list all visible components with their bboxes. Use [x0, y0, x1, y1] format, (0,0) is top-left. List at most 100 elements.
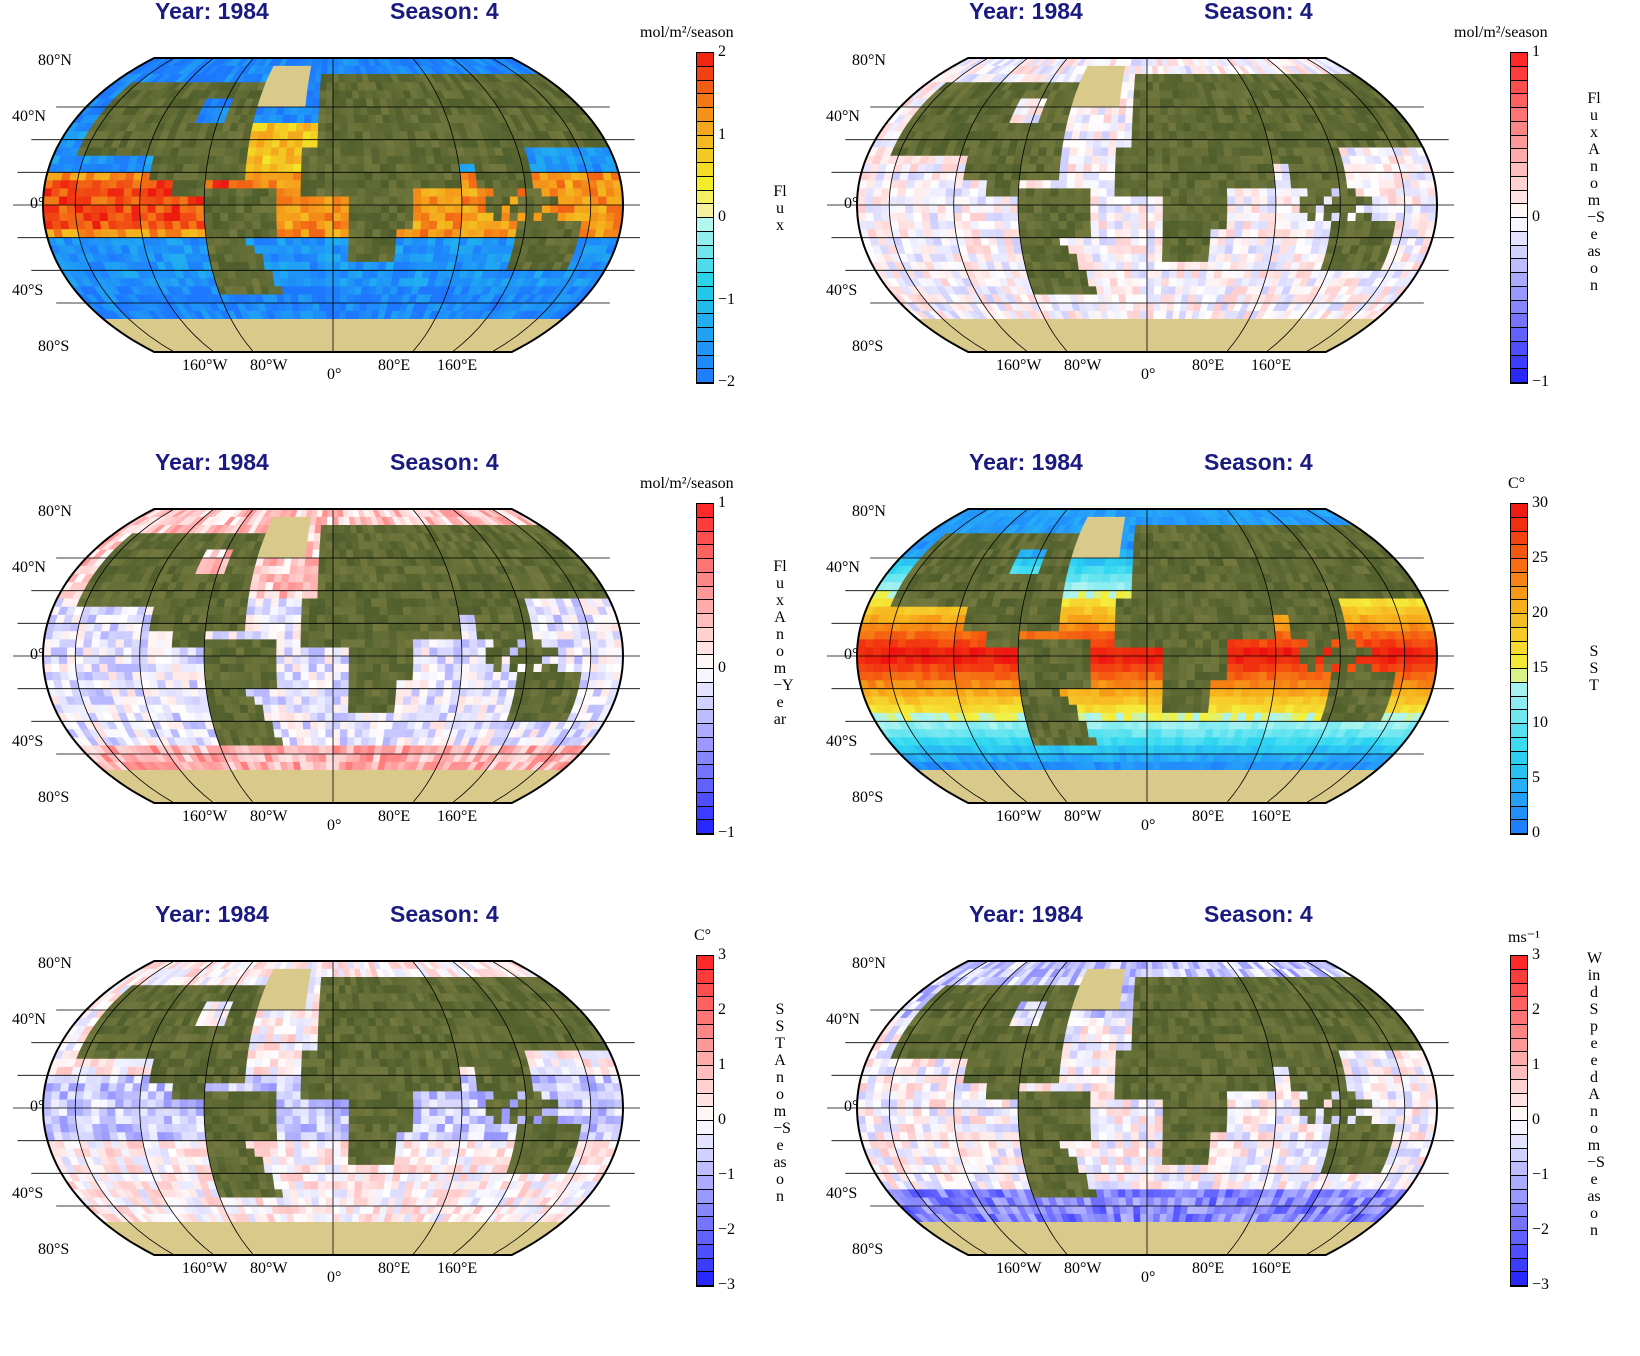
colorbar-segment	[697, 94, 713, 108]
colorbar-segment	[697, 369, 713, 383]
colorbar-segment	[1511, 504, 1527, 518]
lon-label: 80°W	[250, 808, 288, 825]
colorbar-segment	[697, 218, 713, 232]
colorbar-segment	[697, 820, 713, 834]
map-panel-1: Year: 1984 Season: 4 80°N 40°N 0° 40°S 80°S 160…	[0, 0, 820, 452]
lon-label: 160°W	[996, 357, 1042, 374]
colorbar-tick-label: 10	[1532, 714, 1548, 731]
colorbar-tick-label: 1	[718, 125, 726, 143]
map-panel-5: Year: 1984 Season: 4 80°N 40°N 0° 40°S 80°S 160…	[0, 901, 820, 1355]
colorbar-tick-label: 2	[718, 1001, 726, 1018]
colorbar-segment	[1511, 369, 1527, 383]
colorbar-segment	[697, 190, 713, 205]
colorbar-segment	[697, 669, 713, 683]
colorbar-title: FluxAnom−Year	[773, 557, 794, 728]
colorbar-segment	[1511, 1176, 1527, 1190]
graticule	[13, 960, 640, 1256]
colorbar-tick-label: 2	[718, 43, 726, 60]
colorbar-segment	[697, 1244, 713, 1259]
colorbar-segment	[697, 1217, 713, 1231]
panel-year-title: Year: 1984	[155, 449, 269, 475]
colorbar-segment	[697, 1258, 713, 1273]
colorbar-segment	[1511, 956, 1527, 970]
lon-label: 160°E	[437, 357, 478, 374]
colorbar-segment	[697, 737, 713, 752]
colorbar-segment	[1511, 1162, 1527, 1176]
map-panel-6: Year: 1984 Season: 4 80°N 40°N 0° 40°S 80°S 160…	[814, 901, 1634, 1355]
panel-season-title: Season: 4	[1204, 0, 1313, 24]
colorbar-segment	[697, 682, 713, 697]
colorbar-segment	[1511, 517, 1527, 532]
colorbar-segment	[697, 696, 713, 711]
colorbar-segment	[697, 1148, 713, 1163]
colorbar	[696, 503, 714, 835]
colorbar-segment	[697, 53, 713, 67]
colorbar-segment	[697, 627, 713, 642]
panel-season-title: Season: 4	[390, 0, 499, 24]
colorbar-segment	[1511, 531, 1527, 546]
lon-label: 0°	[1141, 1269, 1156, 1286]
colorbar-tick-label: 15	[1532, 659, 1548, 676]
colorbar-segment	[697, 341, 713, 356]
colorbar-segment	[697, 1107, 713, 1121]
colorbar-segment	[1511, 669, 1527, 683]
colorbar-segment	[1511, 572, 1527, 587]
colorbar-segment	[1511, 1231, 1527, 1245]
map-outline	[41, 57, 625, 353]
colorbar-units: C°	[694, 927, 712, 944]
colorbar	[696, 955, 714, 1287]
colorbar-segment	[697, 231, 713, 246]
colorbar-tick-label: 30	[1532, 494, 1548, 511]
lat-label: 80°N	[38, 955, 72, 972]
colorbar-tick-label: −2	[1532, 1221, 1550, 1238]
colorbar-segment	[697, 531, 713, 546]
colorbar-segment	[1511, 1052, 1527, 1066]
colorbar-segment	[1511, 655, 1527, 669]
colorbar-tick-label: 0	[718, 659, 726, 676]
lon-label: 80°E	[1192, 357, 1225, 374]
colorbar-segment	[1511, 53, 1527, 67]
colorbar-segment	[1511, 1244, 1527, 1259]
graticule	[827, 57, 1454, 353]
lon-label: 0°	[327, 1269, 342, 1286]
colorbar-title: SSTAnom−Season	[773, 1001, 791, 1205]
colorbar-segment	[697, 1272, 713, 1286]
colorbar-segment	[697, 1011, 713, 1025]
colorbar-segment	[1511, 121, 1527, 136]
colorbar-segment	[697, 969, 713, 984]
lon-label: 160°W	[182, 1260, 228, 1277]
colorbar-segment	[1511, 314, 1527, 328]
colorbar	[1510, 52, 1528, 384]
colorbar-segment	[1511, 149, 1527, 163]
lat-label: 40°N	[826, 1011, 860, 1028]
lat-label: 0°	[30, 646, 45, 663]
colorbar-segment	[697, 314, 713, 328]
colorbar	[1510, 503, 1528, 835]
colorbar-segment	[1511, 273, 1527, 287]
lat-label: 80°N	[852, 955, 886, 972]
lon-label: 160°W	[996, 808, 1042, 825]
lat-label: 80°S	[852, 1241, 884, 1258]
colorbar-segment	[1511, 983, 1527, 998]
map-panel-3: Year: 1984 Season: 4 80°N 40°N 0° 40°S 80°S 160…	[0, 449, 820, 903]
colorbar-segment	[697, 1079, 713, 1094]
colorbar-tick-label: 1	[718, 1056, 726, 1073]
colorbar-segment	[697, 956, 713, 970]
world-map	[827, 960, 1454, 1256]
colorbar-segment	[1511, 341, 1527, 356]
map-panel-2: Year: 1984 Season: 4 80°N 40°N 0° 40°S 80°S 160…	[814, 0, 1634, 452]
colorbar-tick-label: 1	[1532, 43, 1540, 60]
colorbar-tick-label: 0	[718, 1111, 726, 1128]
colorbar-segment	[1511, 696, 1527, 711]
lon-label: 160°E	[1251, 357, 1292, 374]
lon-label: 0°	[327, 366, 342, 383]
colorbar-segment	[1511, 1038, 1527, 1053]
colorbar-segment	[697, 121, 713, 136]
colorbar-tick-label: −1	[718, 1166, 736, 1183]
colorbar-segment	[1511, 545, 1527, 559]
colorbar-segment	[1511, 231, 1527, 246]
lat-label: 40°S	[826, 282, 858, 299]
colorbar-segment	[697, 504, 713, 518]
colorbar-tick-label: 0	[1532, 824, 1540, 841]
graticule	[13, 57, 640, 353]
